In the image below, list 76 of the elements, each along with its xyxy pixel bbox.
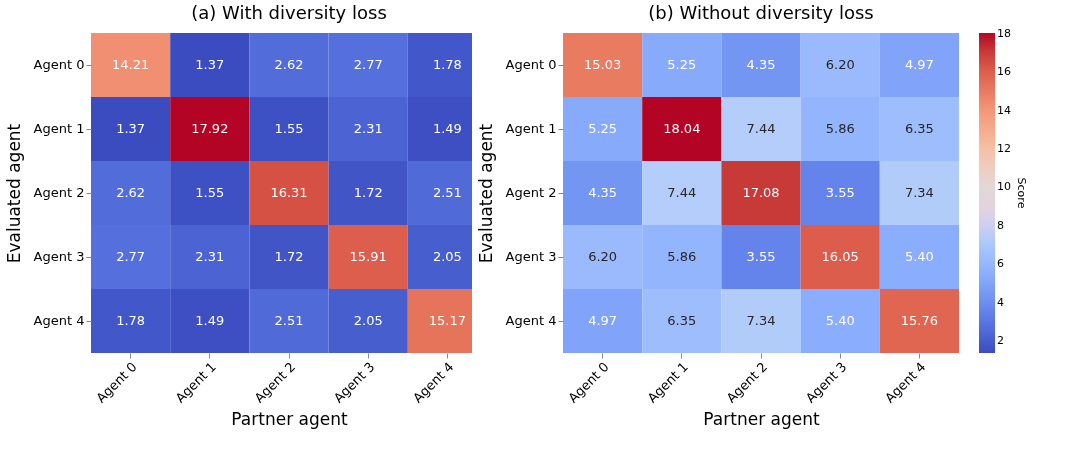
y-tick-label: Agent 3 bbox=[505, 249, 557, 264]
data-label: 6.35 bbox=[904, 121, 934, 136]
data-label: 17.92 bbox=[191, 121, 229, 136]
data-label: 2.05 bbox=[353, 313, 383, 328]
data-label: 2.51 bbox=[432, 185, 462, 200]
chart-title: (a) With diversity loss bbox=[191, 2, 387, 23]
data-label: 1.55 bbox=[195, 185, 225, 200]
y-tick-label: Agent 0 bbox=[33, 57, 85, 72]
data-label: 15.76 bbox=[900, 313, 939, 328]
data-label: 1.55 bbox=[274, 121, 304, 136]
data-label: 17.08 bbox=[742, 185, 780, 200]
data-label: 6.20 bbox=[825, 57, 855, 72]
y-tick-label: Agent 3 bbox=[33, 249, 85, 264]
data-label: 1.49 bbox=[195, 313, 225, 328]
y-tick-label: Agent 2 bbox=[33, 185, 85, 200]
data-label: 16.05 bbox=[821, 249, 859, 264]
color-bar-label: 16 bbox=[997, 65, 1011, 79]
data-label: 16.31 bbox=[270, 185, 308, 200]
color-bar-label: 4 bbox=[997, 295, 1004, 309]
color-bar-label: 18 bbox=[997, 26, 1011, 40]
y-tick-label: Agent 4 bbox=[33, 313, 85, 328]
data-label: 7.34 bbox=[746, 313, 776, 328]
chart-title: (b) Without diversity loss bbox=[648, 2, 874, 23]
data-label: 4.35 bbox=[588, 185, 618, 200]
data-label: 2.62 bbox=[274, 57, 304, 72]
color-bar-label: 12 bbox=[997, 141, 1011, 155]
color-bar-label: 8 bbox=[997, 218, 1004, 232]
data-label: 6.20 bbox=[588, 249, 618, 264]
data-label: 3.55 bbox=[746, 249, 776, 264]
data-label: 3.55 bbox=[825, 185, 855, 200]
data-label: 1.78 bbox=[116, 313, 146, 328]
data-label: 4.35 bbox=[746, 57, 776, 72]
data-label: 6.35 bbox=[667, 313, 697, 328]
data-label: 1.49 bbox=[432, 121, 462, 136]
data-label: 15.03 bbox=[583, 57, 622, 72]
data-label: 14.21 bbox=[111, 57, 150, 72]
data-label: 15.17 bbox=[428, 313, 467, 328]
color-bar-label: 14 bbox=[997, 103, 1011, 117]
data-label: 4.97 bbox=[904, 57, 934, 72]
data-label: 2.77 bbox=[353, 57, 383, 72]
data-label: 7.44 bbox=[667, 185, 697, 200]
x-axis-title: Partner agent bbox=[231, 408, 348, 429]
data-label: 2.05 bbox=[432, 249, 462, 264]
y-tick-label: Agent 2 bbox=[505, 185, 557, 200]
data-label: 5.40 bbox=[825, 313, 855, 328]
data-label: 1.37 bbox=[116, 121, 146, 136]
data-label: 2.31 bbox=[195, 249, 225, 264]
data-label: 7.44 bbox=[746, 121, 776, 136]
data-label: 5.25 bbox=[667, 57, 697, 72]
y-axis-title: Evaluated agent bbox=[3, 123, 24, 264]
data-label: 5.25 bbox=[588, 121, 618, 136]
color-bar-label: 6 bbox=[997, 257, 1004, 271]
color-bar-label: 10 bbox=[997, 180, 1011, 194]
data-label: 2.31 bbox=[353, 121, 383, 136]
data-label: 2.62 bbox=[116, 185, 146, 200]
data-label: 5.40 bbox=[904, 249, 934, 264]
data-label: 1.78 bbox=[432, 57, 462, 72]
data-label: 2.77 bbox=[116, 249, 146, 264]
color-bar-label: 2 bbox=[997, 333, 1004, 347]
color-bar-title: Score bbox=[1015, 177, 1028, 209]
data-label: 7.34 bbox=[904, 185, 934, 200]
y-axis-title: Evaluated agent bbox=[475, 123, 496, 264]
data-label: 2.51 bbox=[274, 313, 304, 328]
y-tick-label: Agent 1 bbox=[33, 121, 85, 136]
data-label: 1.72 bbox=[353, 185, 383, 200]
data-label: 1.72 bbox=[274, 249, 304, 264]
y-tick-label: Agent 1 bbox=[505, 121, 557, 136]
data-label: 18.04 bbox=[663, 121, 701, 136]
data-label: 5.86 bbox=[825, 121, 855, 136]
data-label: 5.86 bbox=[667, 249, 697, 264]
x-axis-title: Partner agent bbox=[703, 408, 820, 429]
data-label: 4.97 bbox=[588, 313, 618, 328]
y-tick-label: Agent 4 bbox=[505, 313, 557, 328]
y-tick-label: Agent 0 bbox=[505, 57, 557, 72]
data-label: 1.37 bbox=[195, 57, 225, 72]
data-label: 15.91 bbox=[349, 249, 387, 264]
